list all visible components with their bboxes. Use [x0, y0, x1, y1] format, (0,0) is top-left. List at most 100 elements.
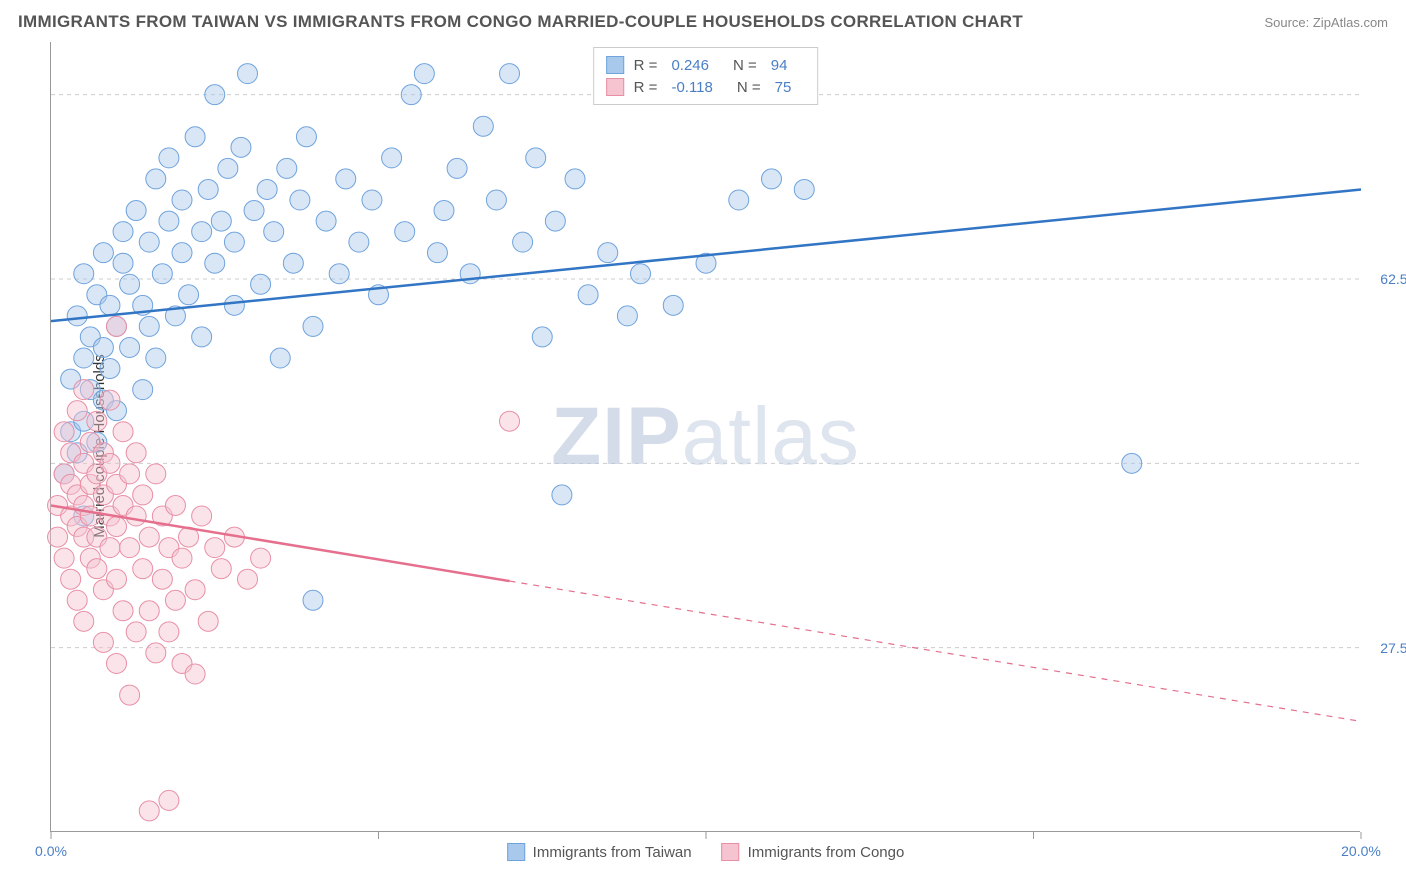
scatter-point	[113, 222, 133, 242]
scatter-point	[251, 274, 271, 294]
scatter-point	[414, 64, 434, 84]
scatter-point	[224, 232, 244, 252]
legend-n-label: N =	[733, 57, 757, 74]
scatter-point	[500, 411, 520, 431]
scatter-point	[486, 190, 506, 210]
scatter-point	[729, 190, 749, 210]
scatter-point	[762, 169, 782, 189]
scatter-point	[67, 306, 87, 326]
scatter-point	[87, 559, 107, 579]
scatter-point	[120, 274, 140, 294]
scatter-point	[198, 179, 218, 199]
chart-title: IMMIGRANTS FROM TAIWAN VS IMMIGRANTS FRO…	[18, 12, 1023, 32]
scatter-point	[133, 559, 153, 579]
scatter-point	[139, 527, 159, 547]
scatter-point	[139, 316, 159, 336]
scatter-point	[578, 285, 598, 305]
scatter-point	[159, 790, 179, 810]
scatter-point	[107, 653, 127, 673]
scatter-point	[401, 85, 421, 105]
scatter-point	[290, 190, 310, 210]
scatter-point	[133, 485, 153, 505]
scatter-point	[205, 253, 225, 273]
scatter-point	[113, 601, 133, 621]
legend-n-congo: 75	[775, 79, 792, 96]
correlation-legend: R = 0.246 N = 94 R = -0.118 N = 75	[593, 47, 819, 105]
scatter-point	[231, 137, 251, 157]
legend-label-taiwan: Immigrants from Taiwan	[533, 844, 692, 861]
x-tick-label: 20.0%	[1341, 843, 1381, 859]
plot-area: ZIPatlas R = 0.246 N = 94 R = -0.118 N =…	[50, 42, 1360, 832]
scatter-point	[532, 327, 552, 347]
scatter-point	[303, 590, 323, 610]
scatter-point	[565, 169, 585, 189]
scatter-point	[198, 611, 218, 631]
scatter-point	[165, 590, 185, 610]
scatter-point	[126, 506, 146, 526]
scatter-point	[192, 327, 212, 347]
scatter-point	[224, 295, 244, 315]
scatter-point	[238, 569, 258, 589]
scatter-point	[185, 580, 205, 600]
scatter-point	[251, 548, 271, 568]
scatter-point	[336, 169, 356, 189]
scatter-point	[100, 359, 120, 379]
scatter-point	[152, 569, 172, 589]
scatter-point	[67, 401, 87, 421]
scatter-point	[205, 85, 225, 105]
y-tick-label: 27.5%	[1380, 640, 1406, 656]
scatter-point	[80, 506, 100, 526]
scatter-point	[93, 243, 113, 263]
legend-item-taiwan: Immigrants from Taiwan	[507, 843, 692, 861]
scatter-point	[159, 622, 179, 642]
scatter-point	[794, 179, 814, 199]
scatter-point	[434, 201, 454, 221]
scatter-point	[146, 464, 166, 484]
legend-r-label: R =	[634, 79, 658, 96]
scatter-point	[146, 348, 166, 368]
scatter-point	[349, 232, 369, 252]
title-bar: IMMIGRANTS FROM TAIWAN VS IMMIGRANTS FRO…	[18, 12, 1388, 32]
legend-r-label: R =	[634, 57, 658, 74]
scatter-point	[54, 422, 74, 442]
scatter-point	[74, 380, 94, 400]
scatter-point	[500, 64, 520, 84]
scatter-point	[447, 158, 467, 178]
scatter-point	[61, 569, 81, 589]
scatter-point	[100, 453, 120, 473]
scatter-point	[87, 411, 107, 431]
scatter-point	[277, 158, 297, 178]
scatter-point	[303, 316, 323, 336]
scatter-point	[126, 622, 146, 642]
scatter-point	[617, 306, 637, 326]
scatter-point	[107, 569, 127, 589]
scatter-point	[179, 285, 199, 305]
scatter-point	[100, 538, 120, 558]
legend-swatch-taiwan	[606, 56, 624, 74]
scatter-point	[74, 264, 94, 284]
scatter-point	[473, 116, 493, 136]
scatter-point	[74, 611, 94, 631]
scatter-point	[139, 801, 159, 821]
scatter-point	[126, 201, 146, 221]
scatter-point	[296, 127, 316, 147]
scatter-point	[395, 222, 415, 242]
scatter-point	[139, 232, 159, 252]
legend-label-congo: Immigrants from Congo	[748, 844, 905, 861]
scatter-point	[74, 348, 94, 368]
scatter-point	[598, 243, 618, 263]
scatter-point	[316, 211, 336, 231]
scatter-point	[93, 632, 113, 652]
scatter-point	[211, 559, 231, 579]
scatter-point	[120, 538, 140, 558]
scatter-point	[264, 222, 284, 242]
scatter-point	[54, 548, 74, 568]
scatter-point	[185, 664, 205, 684]
y-tick-label: 62.5%	[1380, 271, 1406, 287]
scatter-point	[526, 148, 546, 168]
scatter-point	[120, 685, 140, 705]
scatter-point	[244, 201, 264, 221]
scatter-point	[283, 253, 303, 273]
legend-swatch-congo	[606, 78, 624, 96]
scatter-point	[120, 464, 140, 484]
